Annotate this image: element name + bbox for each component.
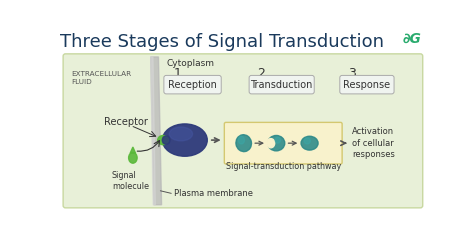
FancyBboxPatch shape — [63, 54, 423, 208]
Ellipse shape — [301, 136, 318, 150]
Polygon shape — [151, 57, 155, 205]
Text: Plasma membrane: Plasma membrane — [174, 190, 253, 199]
Ellipse shape — [236, 135, 252, 152]
Text: EXTRACELLULAR
FLUID: EXTRACELLULAR FLUID — [71, 71, 131, 85]
FancyBboxPatch shape — [164, 75, 221, 94]
Text: ∂G: ∂G — [402, 32, 421, 46]
Ellipse shape — [162, 136, 170, 144]
Text: 2.: 2. — [257, 67, 269, 80]
Ellipse shape — [169, 127, 192, 141]
FancyBboxPatch shape — [249, 75, 314, 94]
Ellipse shape — [128, 152, 137, 163]
Text: Receptor: Receptor — [104, 117, 148, 127]
Polygon shape — [151, 57, 162, 205]
FancyBboxPatch shape — [340, 75, 394, 94]
Text: Transduction: Transduction — [250, 80, 313, 90]
Text: Reception: Reception — [168, 80, 217, 90]
Text: Response: Response — [343, 80, 391, 90]
Ellipse shape — [162, 124, 207, 156]
Ellipse shape — [304, 138, 310, 144]
FancyBboxPatch shape — [224, 122, 342, 164]
Text: Activation
of cellular
responses: Activation of cellular responses — [352, 127, 395, 160]
Text: Signal
molecule: Signal molecule — [112, 171, 149, 191]
Ellipse shape — [275, 137, 281, 143]
Text: 3.: 3. — [348, 67, 360, 80]
Text: Signal-transduction pathway: Signal-transduction pathway — [226, 162, 341, 171]
Text: Cytoplasm: Cytoplasm — [166, 59, 214, 68]
Ellipse shape — [158, 136, 169, 145]
Ellipse shape — [238, 136, 245, 144]
Ellipse shape — [268, 136, 285, 151]
Ellipse shape — [267, 139, 275, 148]
Polygon shape — [130, 147, 136, 153]
Text: 1.: 1. — [174, 67, 186, 80]
Text: Three Stages of Signal Transduction: Three Stages of Signal Transduction — [60, 33, 384, 51]
